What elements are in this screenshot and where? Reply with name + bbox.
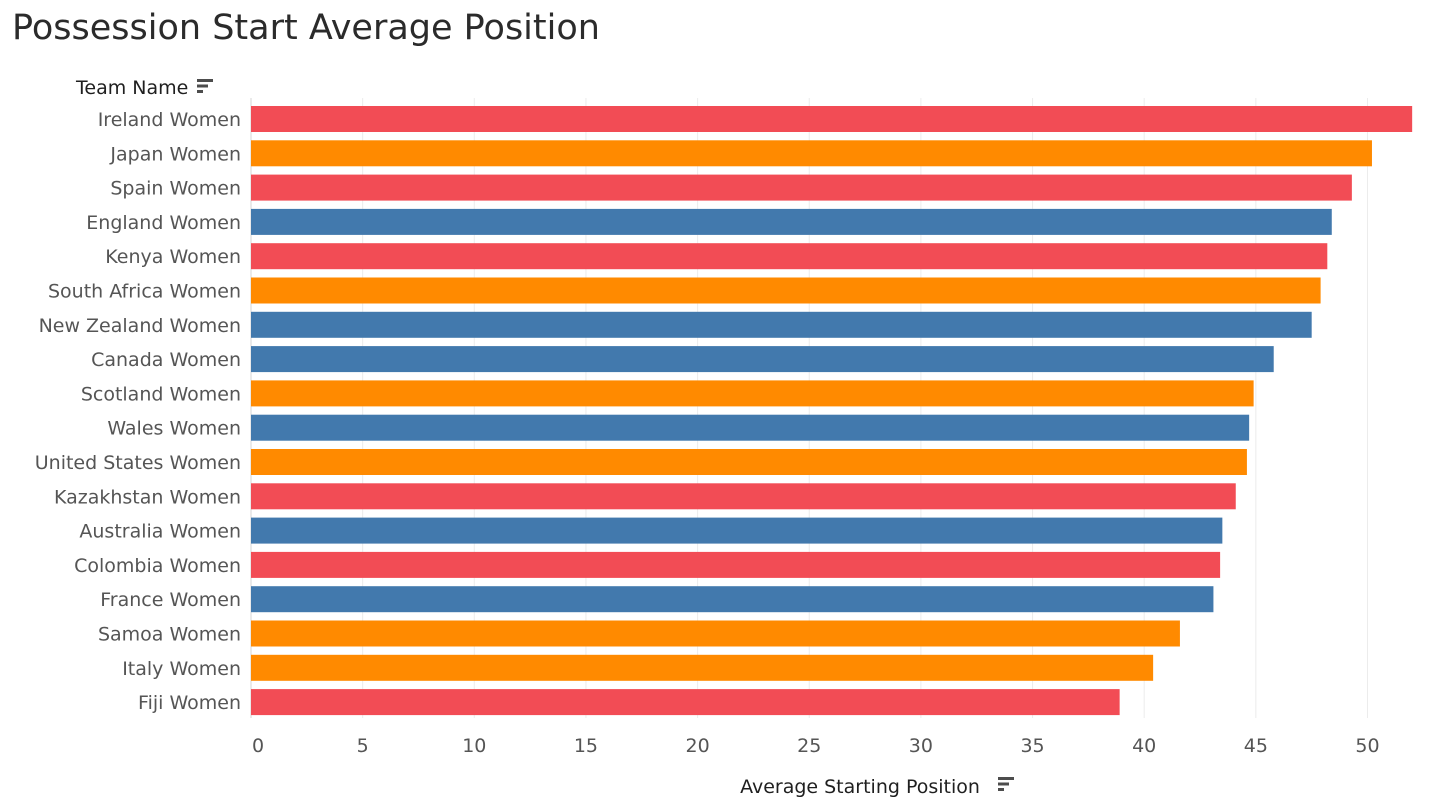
category-label: New Zealand Women [39,315,241,337]
bar[interactable] [251,346,1274,373]
category-label: Japan Women [109,143,241,165]
x-tick-label: 5 [357,735,369,757]
category-label: Canada Women [91,349,241,371]
category-label: Italy Women [122,658,241,680]
category-label: Ireland Women [98,109,241,131]
bar[interactable] [251,620,1180,647]
category-label: Australia Women [79,521,241,543]
bar[interactable] [251,208,1332,235]
bar[interactable] [251,174,1352,201]
x-tick-label: 0 [252,735,264,757]
bar[interactable] [251,243,1328,270]
x-tick-label: 45 [1244,735,1268,757]
y-axis-title: Team Name [75,77,188,99]
x-tick-label: 40 [1132,735,1156,757]
bar[interactable] [251,517,1223,544]
category-label: Colombia Women [74,555,241,577]
bar[interactable] [251,654,1154,681]
category-label: Scotland Women [81,383,241,405]
x-tick-label: 15 [574,735,598,757]
x-tick-label: 25 [797,735,821,757]
bar[interactable] [251,483,1236,510]
x-tick-label: 20 [686,735,710,757]
bar[interactable] [251,449,1247,475]
category-label: France Women [100,589,241,611]
chart-title: Possession Start Average Position [12,8,600,48]
x-tick-label: 50 [1355,735,1379,757]
x-axis-title: Average Starting Position [740,776,980,798]
x-tick-label: 35 [1020,735,1044,757]
x-tick-label: 30 [909,735,933,757]
category-label: England Women [86,212,241,234]
bar[interactable] [251,140,1372,167]
x-sort-icon[interactable] [998,777,1014,791]
category-label: Kenya Women [105,246,241,268]
x-tick-label: 10 [462,735,486,757]
bar[interactable] [251,551,1221,578]
category-label: Spain Women [110,178,241,200]
category-label: Fiji Women [138,692,241,714]
bar[interactable] [251,311,1312,338]
category-label: Wales Women [107,418,241,440]
bar[interactable] [251,106,1413,132]
y-sort-icon[interactable] [197,79,213,93]
category-label: South Africa Women [48,281,241,303]
bar[interactable] [251,277,1321,304]
category-label: United States Women [35,452,241,474]
bar[interactable] [251,689,1120,716]
category-label: Kazakhstan Women [54,486,241,508]
category-label: Samoa Women [98,624,241,646]
bar[interactable] [251,414,1250,441]
bar[interactable] [251,380,1254,407]
bar[interactable] [251,586,1214,613]
